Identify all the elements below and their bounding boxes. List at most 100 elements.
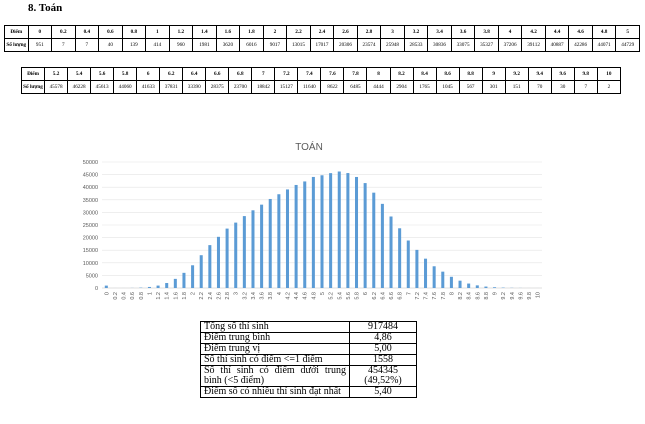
count-cell: 30: [550, 80, 575, 94]
x-tick-label: 9: [493, 292, 499, 295]
chart-bar: [346, 173, 350, 288]
score-cell: 4.8: [591, 25, 617, 39]
chart-bar: [216, 236, 220, 288]
chart-bar: [337, 171, 341, 288]
chart-bar: [104, 285, 108, 288]
count-cell: 7: [74, 38, 100, 52]
score-cell: 5.6: [90, 67, 115, 81]
x-tick-label: 8: [449, 292, 455, 295]
chart-bar: [467, 283, 471, 288]
row-header: Số lượng: [20, 80, 46, 94]
chart-bar: [441, 271, 445, 288]
count-cell: 45613: [90, 80, 115, 94]
chart-bar: [355, 176, 359, 288]
score-cell: 5.8: [113, 67, 138, 81]
x-tick-label: 0.2: [113, 292, 119, 300]
y-tick-label: 5000: [86, 273, 98, 279]
score-cell: 7.8: [343, 67, 368, 81]
chart-bar: [285, 189, 289, 288]
score-table-1: Điểm 0 0.2 0.4 0.6 0.8 1 1.2 1.4 1.6 1.8 2 2.2 2.4 2.6…: [4, 25, 640, 52]
count-cell: 1045: [435, 80, 460, 94]
score-distribution-chart: 0 5000 10000 15000 20000 25000 30000 35000 40000…: [83, 140, 542, 300]
count-cell: 40: [98, 38, 123, 52]
count-cell: 35327: [474, 38, 499, 52]
count-cell: 7: [573, 80, 598, 94]
count-cell: 28375: [205, 80, 230, 94]
score-cell: 2.8: [356, 25, 382, 39]
count-cell: 30836: [427, 38, 452, 52]
y-tick-label: 45000: [83, 173, 98, 179]
summary-row: Điểm trung vị 5,00: [200, 343, 417, 355]
count-cell: 23574: [356, 38, 382, 52]
summary-table: Tổng số thí sinh 917484 Điểm trung bình 4,8…: [200, 321, 417, 398]
x-tick-label: 3.6: [260, 292, 266, 300]
count-cell: 9017: [262, 38, 288, 52]
score-row: Điểm 0 0.2 0.4 0.6 0.8 1 1.2 1.4 1.6 1.8 2 2.2 2.4 2.6…: [4, 25, 640, 39]
chart-bar: [449, 276, 453, 288]
y-tick-label: 35000: [83, 198, 98, 204]
count-cell: 18842: [251, 80, 276, 94]
score-cell: 5.4: [67, 67, 92, 81]
chart-bar: [389, 216, 393, 288]
y-tick-label: 10000: [83, 261, 98, 267]
y-tick-label: 15000: [83, 248, 98, 254]
score-cell: 3.6: [450, 25, 476, 39]
summary-label: Số thí sinh có điểm dưới trung bình (<5 …: [200, 365, 350, 387]
x-tick-label: 1.6: [173, 292, 179, 300]
x-tick-label: 1.2: [156, 292, 162, 300]
score-cell: 8: [366, 67, 391, 81]
chart-bar: [484, 286, 488, 288]
score-cell: 7.2: [274, 67, 299, 81]
score-cell: 7.4: [297, 67, 322, 81]
x-tick-label: 5.2: [329, 292, 335, 300]
score-cell: 1: [145, 25, 170, 39]
chart-bar: [415, 249, 419, 288]
summary-label: Điểm trung bình: [200, 332, 350, 344]
chart-bars: [104, 171, 540, 288]
score-cell: 1.4: [192, 25, 217, 39]
count-cell: 37206: [497, 38, 523, 52]
count-cell: 45578: [44, 80, 69, 94]
x-tick-label: 9.2: [501, 292, 507, 300]
score-cell: 9.2: [504, 67, 529, 81]
score-cell: 7.6: [320, 67, 345, 81]
count-cell: 139: [121, 38, 147, 52]
count-cell: 951: [27, 38, 53, 52]
count-cell: 960: [168, 38, 194, 52]
x-tick-label: 4.8: [311, 292, 317, 300]
count-cell: 25948: [380, 38, 405, 52]
count-cell: 39112: [521, 38, 546, 52]
x-tick-label: 8.2: [458, 292, 464, 300]
y-tick-label: 50000: [83, 160, 98, 166]
x-tick-label: 7.8: [441, 292, 447, 300]
y-tick-label: 0: [95, 286, 98, 292]
x-tick-label: 3: [234, 292, 240, 295]
x-tick-label: 7: [406, 292, 412, 295]
x-tick-label: 2.2: [199, 292, 205, 300]
x-tick-label: 0: [104, 292, 110, 295]
count-cell: 301: [481, 80, 506, 94]
summary-label: Điểm trung vị: [200, 343, 350, 355]
chart-bar: [165, 283, 169, 288]
y-axis-labels: 0 5000 10000 15000 20000 25000 30000 35000 40000…: [83, 160, 98, 292]
chart-bar: [424, 258, 428, 288]
x-tick-label: 4.6: [303, 292, 309, 300]
count-cell: 41633: [136, 80, 161, 94]
x-tick-label: 8.4: [467, 292, 473, 300]
y-tick-label: 30000: [83, 210, 98, 216]
chart-bar: [182, 272, 186, 288]
count-row: Số lượng 45578 46228 45613 44060 41633 37831 33…: [20, 80, 622, 94]
y-tick-label: 25000: [83, 223, 98, 229]
score-cell: 6.2: [159, 67, 184, 81]
x-tick-label: 2.4: [208, 292, 214, 300]
x-tick-label: 10: [536, 292, 542, 298]
count-cell: 28533: [403, 38, 429, 52]
score-cell: 4: [497, 25, 523, 39]
count-cell: 7: [51, 38, 76, 52]
summary-value: 4,86: [349, 332, 417, 344]
chart-bar: [251, 210, 255, 288]
summary-value: 454345 (49,52%): [349, 365, 417, 387]
chart-bar: [372, 192, 376, 288]
score-cell: 5: [615, 25, 640, 39]
summary-value: 1558: [349, 354, 417, 366]
